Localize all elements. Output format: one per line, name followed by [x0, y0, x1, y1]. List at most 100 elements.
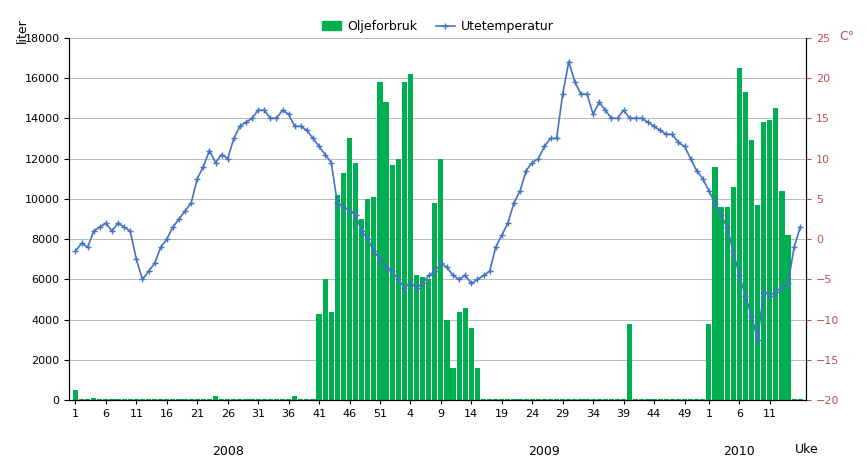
Bar — [359, 219, 364, 400]
Bar — [596, 399, 602, 400]
Bar — [694, 399, 700, 400]
Bar — [469, 328, 474, 400]
Bar — [524, 399, 529, 400]
Bar — [146, 399, 151, 400]
Bar — [407, 74, 413, 400]
Bar — [548, 399, 553, 400]
Bar — [286, 399, 291, 400]
Bar — [115, 399, 121, 400]
Bar — [792, 399, 797, 400]
Bar — [280, 399, 285, 400]
Bar — [134, 399, 139, 400]
Bar — [256, 399, 261, 400]
Bar — [719, 207, 724, 400]
Bar — [109, 399, 114, 400]
Bar — [426, 279, 431, 400]
Bar — [481, 399, 486, 400]
Bar — [274, 399, 279, 400]
Bar — [213, 396, 218, 400]
Bar — [475, 368, 480, 400]
Bar — [268, 399, 273, 400]
Bar — [749, 140, 754, 400]
Bar — [688, 399, 694, 400]
Bar — [560, 399, 565, 400]
Bar — [439, 159, 443, 400]
Bar — [347, 138, 352, 400]
Bar — [353, 162, 358, 400]
Bar — [663, 399, 668, 400]
Bar — [713, 167, 718, 400]
Bar — [669, 399, 675, 400]
Bar — [152, 399, 157, 400]
Bar — [566, 399, 571, 400]
Bar — [657, 399, 662, 400]
Bar — [798, 399, 803, 400]
Text: Uke: Uke — [794, 443, 818, 456]
Bar — [383, 102, 388, 400]
Bar — [530, 399, 535, 400]
Bar — [225, 399, 231, 400]
Bar — [786, 235, 791, 400]
Bar — [433, 203, 437, 400]
Bar — [158, 399, 163, 400]
Bar — [779, 191, 785, 400]
Bar — [292, 396, 297, 400]
Bar — [767, 120, 772, 400]
Bar — [170, 399, 175, 400]
Bar — [627, 324, 632, 400]
Bar — [737, 68, 742, 400]
Bar — [701, 399, 706, 400]
Bar — [231, 399, 237, 400]
Bar — [682, 399, 687, 400]
Bar — [377, 82, 382, 400]
Bar — [335, 195, 340, 400]
Bar — [633, 399, 638, 400]
Bar — [127, 399, 133, 400]
Bar — [389, 165, 394, 400]
Bar — [91, 398, 96, 400]
Bar — [512, 399, 517, 400]
Bar — [554, 399, 559, 400]
Bar — [298, 399, 303, 400]
Bar — [645, 399, 650, 400]
Bar — [97, 399, 102, 400]
Bar — [420, 277, 425, 400]
Bar — [457, 312, 462, 400]
Bar — [219, 399, 225, 400]
Bar — [371, 197, 376, 400]
Bar — [725, 207, 730, 400]
Bar — [85, 399, 90, 400]
Bar — [590, 399, 596, 400]
Bar — [244, 399, 249, 400]
Legend: Oljeforbruk, Utetemperatur: Oljeforbruk, Utetemperatur — [317, 15, 558, 38]
Bar — [536, 399, 541, 400]
Bar — [651, 399, 656, 400]
Text: 2008: 2008 — [212, 445, 244, 458]
Bar — [323, 279, 328, 400]
Bar — [176, 399, 181, 400]
Bar — [675, 399, 681, 400]
Bar — [140, 399, 145, 400]
Bar — [731, 187, 736, 400]
Bar — [487, 399, 492, 400]
Bar — [79, 399, 84, 400]
Bar — [518, 399, 523, 400]
Bar — [451, 368, 456, 400]
Bar — [73, 390, 78, 400]
Bar — [755, 205, 760, 400]
Bar — [505, 399, 511, 400]
Bar — [182, 399, 187, 400]
Bar — [121, 399, 127, 400]
Bar — [743, 92, 748, 400]
Bar — [773, 108, 779, 400]
Text: 2010: 2010 — [723, 445, 755, 458]
Bar — [310, 399, 316, 400]
Y-axis label: liter: liter — [16, 18, 29, 43]
Bar — [639, 399, 644, 400]
Bar — [401, 82, 407, 400]
Bar — [201, 399, 206, 400]
Bar — [542, 399, 547, 400]
Y-axis label: C°: C° — [839, 31, 854, 43]
Bar — [195, 399, 200, 400]
Bar — [395, 159, 401, 400]
